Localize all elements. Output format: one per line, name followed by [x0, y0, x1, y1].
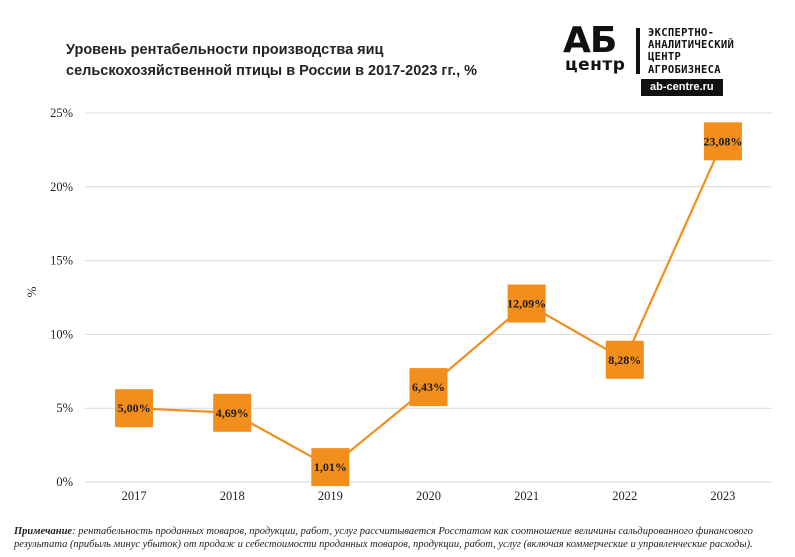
data-label: 5,00%: [118, 401, 151, 415]
x-tick-label: 2019: [318, 489, 343, 503]
x-tick-label: 2023: [710, 489, 735, 503]
chart-title-line-1: Уровень рентабельности производства яиц: [66, 42, 384, 58]
y-tick-label: 25%: [50, 106, 73, 120]
x-tick-label: 2020: [416, 489, 441, 503]
logo-line-1: ЭКСПЕРТНО-: [648, 27, 715, 39]
data-label: 4,69%: [216, 406, 249, 420]
data-label: 23,08%: [703, 134, 742, 148]
chart-title-line-2: сельскохозяйственной птицы в России в 20…: [66, 63, 478, 79]
x-axis-ticks: 2017 2018 2019 2020 2021 2022 2023: [122, 489, 736, 503]
logo-text: ЭКСПЕРТНО- АНАЛИТИЧЕСКИЙ ЦЕНТР АГРОБИЗНЕ…: [648, 27, 734, 76]
data-label: 8,28%: [608, 353, 641, 367]
data-label: 12,09%: [507, 297, 546, 311]
footnote: Примечание: рентабельность проданных тов…: [14, 525, 784, 551]
y-tick-label: 10%: [50, 327, 73, 341]
footnote-text: : рентабельность проданных товаров, прод…: [14, 526, 753, 550]
data-point-marker: [409, 368, 448, 407]
y-tick-label: 5%: [56, 401, 73, 415]
gridlines: [85, 112, 772, 483]
logo-line-3: ЦЕНТР: [648, 51, 682, 64]
data-markers: 5,00% 4,69% 1,01% 6,43% 12,09% 8,28% 23,08%: [115, 122, 742, 487]
data-point-marker: [605, 340, 644, 379]
y-axis-label: %: [24, 286, 39, 297]
data-point-marker: [507, 284, 546, 323]
logo-sub: центр: [565, 55, 626, 75]
data-label: 1,01%: [314, 460, 347, 474]
footnote-label: Примечание: [14, 526, 73, 537]
x-tick-label: 2022: [612, 489, 637, 503]
logo-divider: [636, 28, 640, 74]
y-axis-ticks: 0% 5% 10% 15% 20% 25%: [50, 106, 73, 489]
logo-mark: АБ: [563, 20, 617, 61]
chart-title: Уровень рентабельности производства яиц …: [66, 40, 536, 82]
ab-centre-logo: АБ центр ЭКСПЕРТНО- АНАЛИТИЧЕСКИЙ ЦЕНТР …: [563, 20, 778, 96]
data-point-marker: [115, 389, 154, 428]
y-tick-label: 20%: [50, 180, 73, 194]
logo-line-4: АГРОБИЗНЕСА: [648, 63, 721, 76]
logo-url: ab-centre.ru: [641, 79, 723, 96]
data-point-marker: [703, 122, 742, 161]
y-tick-label: 0%: [56, 475, 73, 489]
data-label: 6,43%: [412, 380, 445, 394]
x-tick-label: 2017: [122, 489, 147, 503]
x-tick-label: 2018: [220, 489, 245, 503]
logo-line-2: АНАЛИТИЧЕСКИЙ: [648, 39, 735, 52]
y-tick-label: 15%: [50, 254, 73, 268]
data-point-marker: [311, 448, 350, 487]
x-tick-label: 2021: [514, 489, 539, 503]
data-point-marker: [213, 393, 252, 432]
